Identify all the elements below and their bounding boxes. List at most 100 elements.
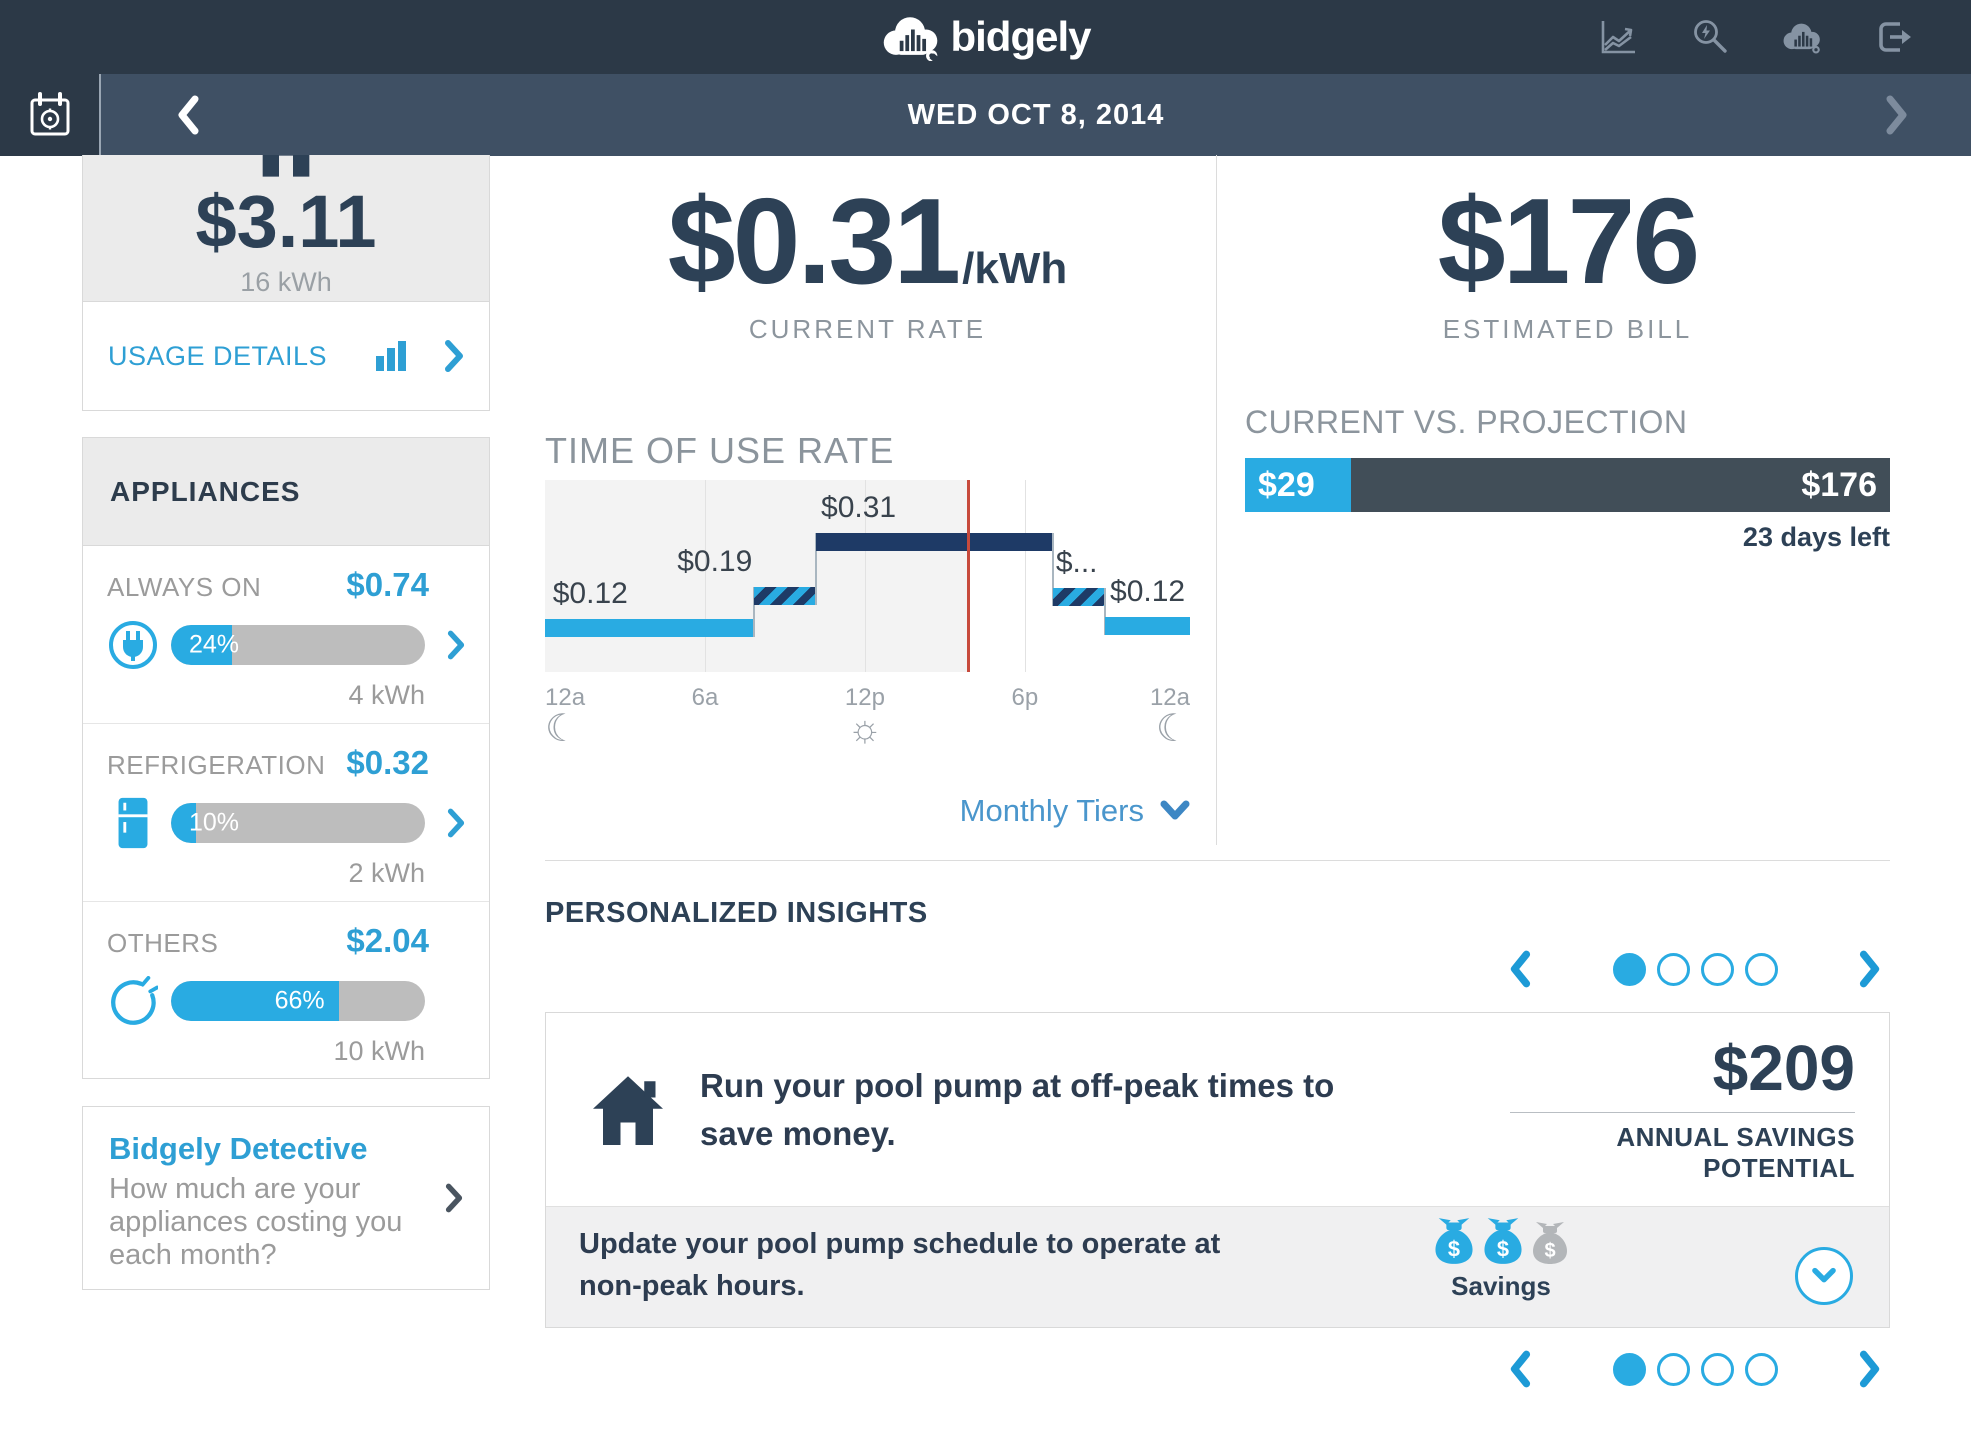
carousel-dot-2[interactable]: [1656, 1352, 1690, 1386]
moon-icon: ☾: [545, 708, 580, 750]
tou-segment-0: [545, 619, 754, 637]
appliance-percent: 10%: [189, 808, 240, 837]
carousel-dot-2[interactable]: [1656, 952, 1690, 986]
money-bag-icon: $: [1435, 1218, 1473, 1264]
chevron-right-icon: [445, 340, 463, 372]
calendar-button[interactable]: [0, 74, 101, 156]
appliance-kwh: 2 kWh: [348, 858, 425, 888]
bidgely-cloud-icon[interactable]: [1781, 16, 1823, 58]
appliance-chevron[interactable]: [425, 630, 465, 660]
annual-savings-label: ANNUAL SAVINGS POTENTIAL: [1616, 1121, 1855, 1183]
tou-gridline: [864, 480, 866, 672]
insight-detail: Update your pool pump schedule to operat…: [579, 1228, 1221, 1302]
logout-icon[interactable]: [1873, 16, 1915, 58]
days-left: 23 days left: [1742, 522, 1890, 552]
appliance-cost: $0.32: [346, 744, 429, 781]
tou-elapsed-region: [545, 480, 967, 672]
usage-details-label: USAGE DETAILS: [108, 340, 328, 371]
usage-chart-icon[interactable]: [1597, 16, 1639, 58]
projection-total-segment: $176: [1351, 458, 1890, 512]
estimated-bill-block: $176 ESTIMATED BILL: [1245, 180, 1890, 345]
tou-chart: $0.12 $0.19 $0.31 $... $0.12: [545, 480, 1190, 672]
daily-cost: $3.11: [195, 180, 377, 263]
tou-tick-6a: 6a: [691, 684, 719, 711]
carousel-dot-1[interactable]: [1612, 1352, 1646, 1386]
tou-segment-3: [1053, 587, 1105, 606]
carousel-prev-icon[interactable]: [1509, 1350, 1531, 1388]
tou-tick-12a: 12a: [1149, 684, 1190, 711]
appliance-percent: 24%: [189, 630, 240, 659]
expand-insight-button[interactable]: [1795, 1247, 1853, 1305]
next-day-chevron[interactable]: [1885, 95, 1909, 135]
svg-text:$: $: [1544, 1240, 1555, 1262]
chevron-right-icon[interactable]: [445, 1183, 463, 1213]
previous-day-chevron[interactable]: [176, 95, 200, 135]
day-summary: $3.11 16 kWh: [83, 155, 489, 302]
carousel-dot-3[interactable]: [1700, 1352, 1734, 1386]
daily-usage: 16 kWh: [240, 267, 332, 297]
appliance-row-always-on[interactable]: ALWAYS ON $0.74 24%: [83, 546, 489, 724]
appliances-header: APPLIANCES: [83, 438, 489, 546]
calendar-icon: [30, 92, 69, 136]
carousel-dot-4[interactable]: [1744, 1352, 1778, 1386]
carousel-next-icon[interactable]: [1859, 1350, 1881, 1388]
estimated-bill-value: $176: [1437, 173, 1700, 309]
tou-gridline: [704, 480, 706, 672]
annual-savings-block: $209 ANNUAL SAVINGS POTENTIAL: [1510, 1036, 1855, 1184]
annual-savings-value: $209: [1712, 1031, 1855, 1104]
estimated-bill-label: ESTIMATED BILL: [1442, 314, 1693, 344]
carousel-dots: [1612, 952, 1778, 986]
column-divider: [1216, 155, 1217, 845]
date-bar: WED OCT 8, 2014: [0, 74, 1971, 156]
projection-title: CURRENT VS. PROJECTION: [1245, 404, 1688, 440]
tou-step-connector: [1103, 587, 1106, 635]
bidgely-detective-card[interactable]: Bidgely Detective How much are your appl…: [82, 1106, 490, 1290]
appliance-chevron[interactable]: [425, 808, 465, 838]
carousel-dot-4[interactable]: [1744, 952, 1778, 986]
insight-card-bottom: Update your pool pump schedule to operat…: [546, 1206, 1889, 1327]
projection-current-segment: $29: [1245, 458, 1352, 512]
tou-segment-label: $...: [1055, 545, 1098, 579]
monthly-tiers-toggle[interactable]: Monthly Tiers: [545, 793, 1190, 829]
appliance-progress-fill: [171, 981, 339, 1021]
usage-details-link[interactable]: USAGE DETAILS: [83, 302, 489, 410]
appliances-card: APPLIANCES ALWAYS ON $0.74 24%: [82, 437, 490, 1079]
carousel-dots: [1612, 1352, 1778, 1386]
carousel-dot-1[interactable]: [1612, 952, 1646, 986]
carousel-next-icon[interactable]: [1859, 950, 1881, 988]
tou-axis: 12a ☾ 6a 12p ☼ 6p 12a ☾: [545, 684, 1190, 764]
projection-bar: $29 $176: [1245, 458, 1890, 512]
tou-step-connector: [1052, 532, 1055, 606]
appliance-cost: $2.04: [346, 922, 429, 959]
appliance-kwh: 4 kWh: [348, 680, 425, 710]
tou-tick-12p: 12p: [844, 684, 885, 711]
insights-carousel-bottom: [1509, 1350, 1881, 1388]
carousel-prev-icon[interactable]: [1509, 950, 1531, 988]
monthly-tiers-label: Monthly Tiers: [959, 793, 1144, 828]
search-icon[interactable]: [1689, 16, 1731, 58]
chevron-down-icon: [1160, 800, 1190, 820]
appliance-label: ALWAYS ON: [107, 572, 262, 602]
insights-title: PERSONALIZED INSIGHTS: [545, 897, 928, 929]
tou-gridline: [1024, 480, 1026, 672]
current-rate-block: $0.31 /kWh CURRENT RATE: [545, 180, 1190, 345]
bar-chart-icon: [376, 341, 406, 371]
house-icon: [593, 1075, 663, 1145]
appliance-row-refrigeration[interactable]: REFRIGERATION $0.32 10%: [83, 724, 489, 902]
logo-text: bidgely: [950, 13, 1091, 60]
moon-icon: ☾: [1155, 708, 1190, 750]
current-rate-label: CURRENT RATE: [748, 314, 987, 344]
projection-current-value: $29: [1258, 465, 1315, 504]
refrigerator-icon: [107, 797, 159, 849]
savings-rating-label: Savings: [1451, 1271, 1551, 1301]
appliance-label: REFRIGERATION: [107, 750, 326, 780]
appliance-progress-bar: 10%: [171, 803, 425, 843]
section-divider: [545, 860, 1890, 861]
tou-tick-12a: 12a: [545, 684, 586, 711]
appliance-row-others: OTHERS $2.04 66% 10 kWh: [83, 902, 489, 1080]
tou-segment-1: [753, 586, 816, 605]
appliance-progress-bar: 66%: [171, 981, 425, 1021]
day-summary-card: $3.11 16 kWh USAGE DETAILS: [82, 155, 490, 411]
detective-title: Bidgely Detective: [109, 1131, 368, 1166]
carousel-dot-3[interactable]: [1700, 952, 1734, 986]
